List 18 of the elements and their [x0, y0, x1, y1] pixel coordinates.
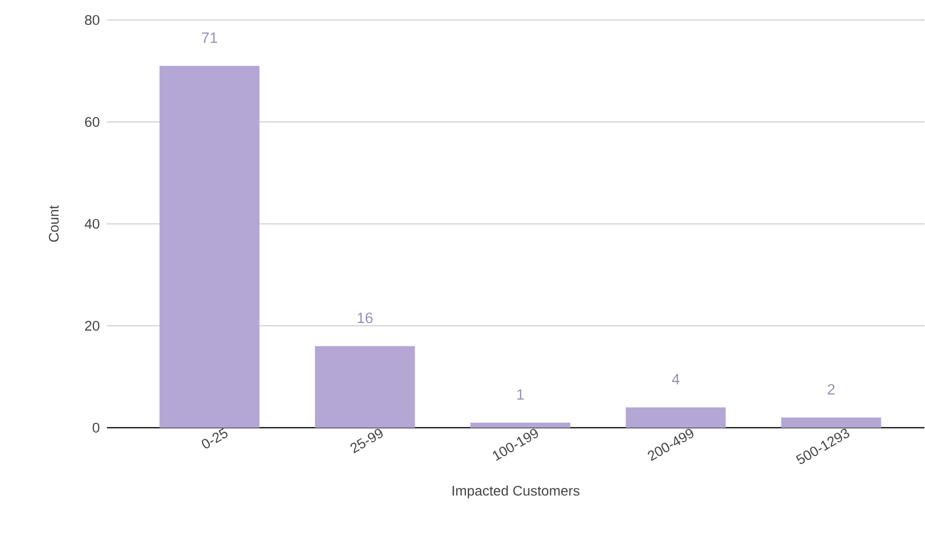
y-tick-label: 0	[92, 422, 100, 433]
y-axis-title: Count	[48, 206, 59, 242]
data-label: 4	[672, 374, 680, 384]
y-tick-label: 80	[84, 15, 100, 26]
bar	[781, 418, 882, 428]
y-tick-label: 40	[84, 219, 100, 229]
data-label: 16	[358, 312, 373, 324]
data-label: 1	[517, 389, 524, 400]
bar	[626, 408, 726, 428]
bar	[160, 66, 260, 428]
data-label: 2	[828, 384, 835, 395]
data-label: 71	[202, 32, 218, 44]
y-tick-label: 20	[85, 321, 100, 331]
bar	[470, 422, 570, 428]
x-axis-title: Impacted Customers	[452, 486, 580, 499]
y-tick-label: 60	[85, 117, 100, 128]
x-tick-label: 0-25	[202, 428, 228, 449]
bar	[314, 346, 415, 428]
